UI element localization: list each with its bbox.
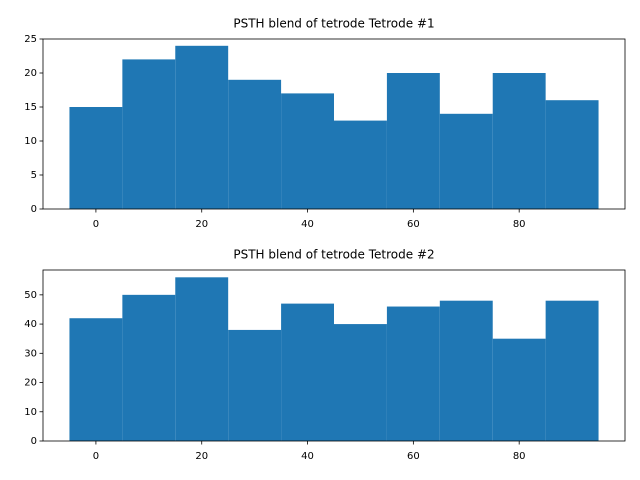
y-tick-label: 40 bbox=[24, 319, 37, 330]
x-tick-label: 20 bbox=[195, 219, 208, 230]
bar bbox=[175, 45, 229, 209]
y-tick-label: 25 bbox=[24, 34, 37, 45]
y-tick-label: 0 bbox=[31, 204, 37, 215]
axes-frame bbox=[42, 269, 626, 442]
bar bbox=[281, 303, 334, 441]
bar bbox=[69, 107, 123, 209]
x-tick-label: 80 bbox=[513, 219, 526, 230]
bar bbox=[492, 338, 546, 441]
y-tick-label: 5 bbox=[31, 170, 37, 181]
chart-title: PSTH blend of tetrode Tetrode #1 bbox=[233, 17, 434, 31]
bar bbox=[228, 329, 282, 441]
bar bbox=[492, 73, 546, 209]
bar bbox=[122, 59, 176, 210]
bar bbox=[386, 306, 440, 441]
x-tick-label: 40 bbox=[301, 451, 314, 462]
bar bbox=[439, 300, 493, 441]
bar bbox=[281, 93, 334, 209]
bar bbox=[228, 79, 282, 209]
x-tick-label: 20 bbox=[195, 451, 208, 462]
y-tick-label: 20 bbox=[24, 68, 37, 79]
x-tick-label: 60 bbox=[407, 219, 420, 230]
bar bbox=[334, 120, 387, 209]
bar bbox=[334, 324, 387, 441]
bar bbox=[122, 294, 176, 441]
x-tick-label: 80 bbox=[513, 451, 526, 462]
bar bbox=[175, 277, 229, 441]
bar bbox=[69, 318, 123, 441]
x-tick-label: 40 bbox=[301, 219, 314, 230]
x-tick-label: 0 bbox=[93, 451, 99, 462]
y-tick-label: 20 bbox=[24, 378, 37, 389]
x-tick-label: 0 bbox=[93, 219, 99, 230]
y-tick-label: 10 bbox=[24, 136, 37, 147]
bar bbox=[545, 300, 599, 441]
y-tick-label: 10 bbox=[24, 407, 37, 418]
bar bbox=[439, 113, 493, 209]
bar bbox=[545, 100, 599, 209]
chart-title: PSTH blend of tetrode Tetrode #2 bbox=[233, 248, 434, 262]
x-tick-label: 60 bbox=[407, 451, 420, 462]
bar bbox=[386, 73, 440, 209]
y-tick-label: 30 bbox=[24, 348, 37, 359]
y-tick-label: 15 bbox=[24, 102, 37, 113]
y-tick-label: 50 bbox=[24, 290, 37, 301]
axes-frame bbox=[42, 38, 626, 210]
y-tick-label: 0 bbox=[31, 436, 37, 447]
